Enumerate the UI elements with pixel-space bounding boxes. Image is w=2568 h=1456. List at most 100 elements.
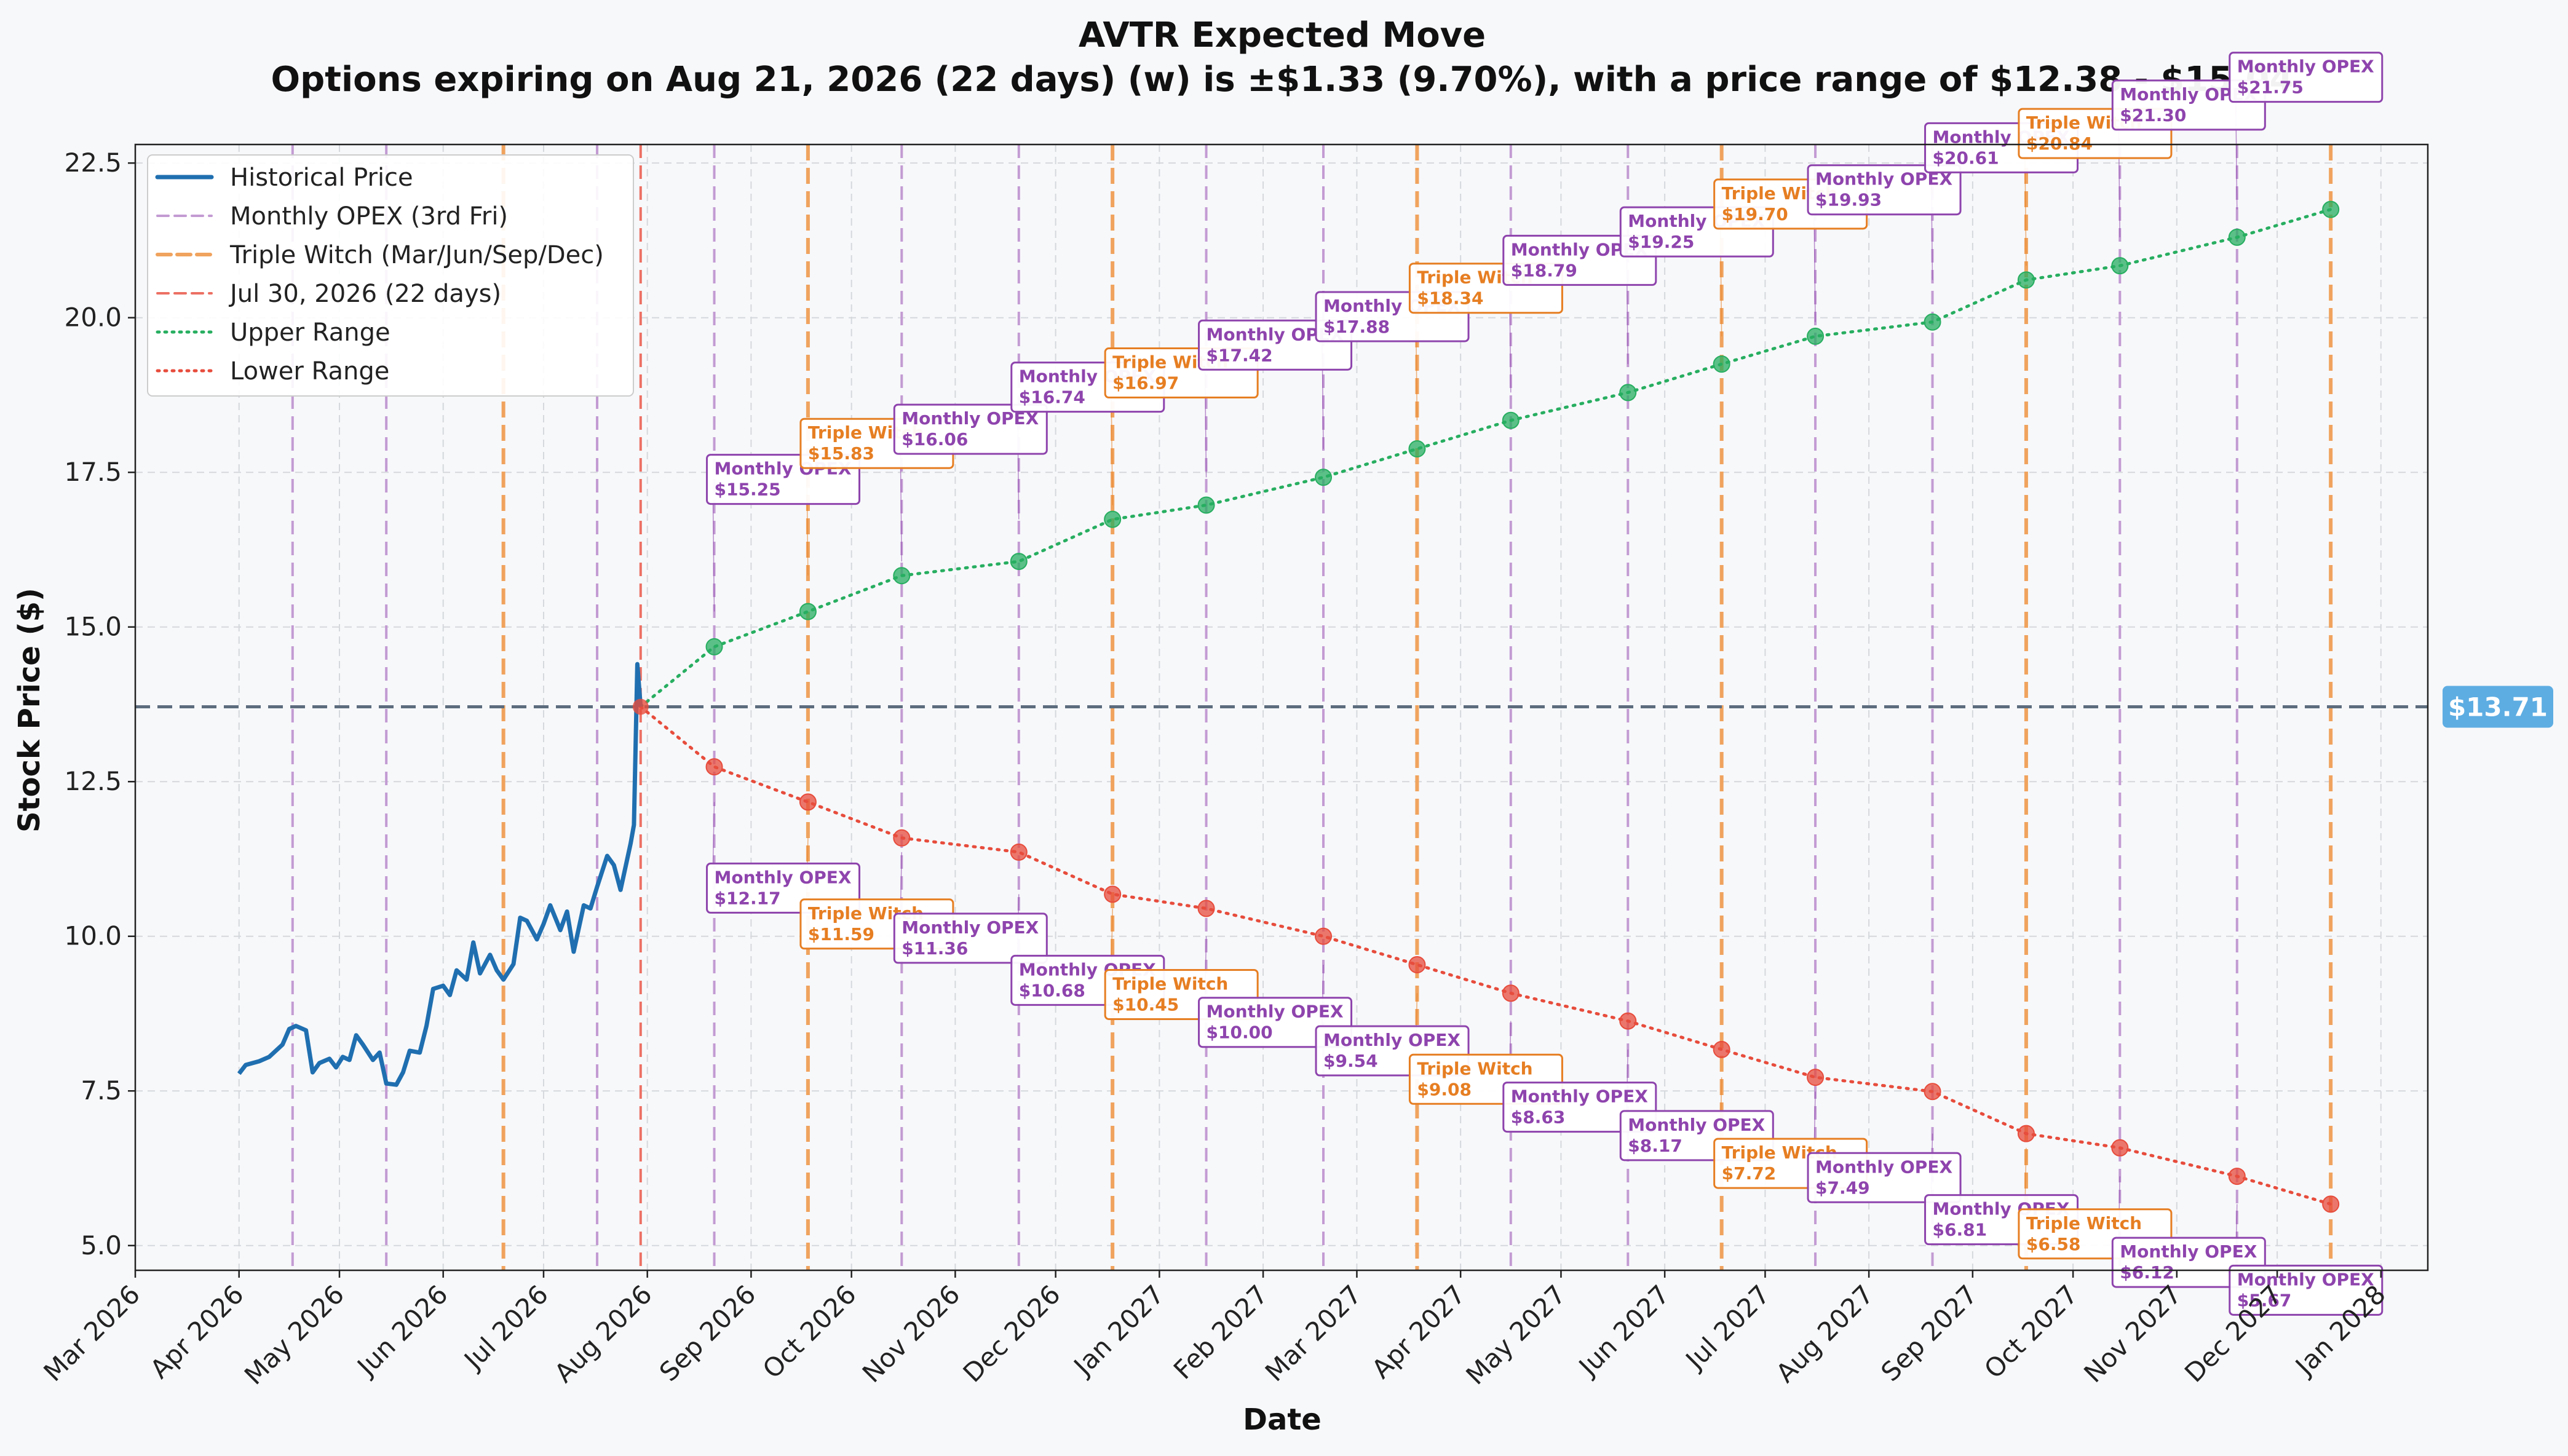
x-axis-label: Date xyxy=(1243,1403,1322,1437)
lower-range-point xyxy=(705,758,723,776)
annotation-value: $16.06 xyxy=(902,429,968,449)
upper-range-point xyxy=(1924,313,1941,331)
monthly-opex-annotation-box xyxy=(2229,52,2384,103)
annotation-title: Monthly OPEX xyxy=(1628,1115,1765,1135)
annotation-value: $8.17 xyxy=(1628,1136,1682,1156)
monthly-opex-annotation-box xyxy=(1198,997,1353,1048)
annotation-leader xyxy=(1111,397,1113,505)
annotation-value: $16.74 xyxy=(1019,387,1085,408)
annotation-value: $12.17 xyxy=(715,888,781,908)
legend: Historical Price Monthly OPEX (3rd Fri) Tr… xyxy=(147,154,634,397)
lower-range-point xyxy=(893,829,911,847)
annotation-value: $15.25 xyxy=(715,480,781,500)
y-tick-label: 20.0 xyxy=(64,303,122,333)
annotation-value: $19.93 xyxy=(1815,190,1882,210)
annotation-value: $9.08 xyxy=(1417,1079,1472,1099)
annotation-value: $11.59 xyxy=(808,924,874,944)
monthly-opex-annotation-box xyxy=(2111,1236,2266,1288)
legend-box xyxy=(147,154,634,397)
annotation-title: Triple Witch xyxy=(2026,1213,2142,1233)
annotation-value: $21.75 xyxy=(2237,77,2304,98)
upper-range-point xyxy=(2228,228,2246,246)
chart-title: AVTR Expected Move xyxy=(1079,15,1486,55)
lower-range-point xyxy=(1010,843,1028,861)
lower-range-point xyxy=(2228,1168,2246,1185)
annotation-value: $19.25 xyxy=(1628,232,1694,252)
annotation-title: Triple Witch xyxy=(1112,973,1228,994)
lower-range-point xyxy=(2017,1125,2035,1142)
annotation-value: $18.34 xyxy=(1417,288,1483,309)
upper-range-point xyxy=(1104,510,1122,528)
y-tick-label: 10.0 xyxy=(64,921,122,951)
lower-range-point xyxy=(1104,885,1122,903)
annotation-title: Monthly OPEX xyxy=(2237,57,2374,77)
legend-label-lower: Lower Range xyxy=(230,357,389,386)
y-tick-label: 15.0 xyxy=(64,612,122,642)
lower-range-point xyxy=(799,793,817,811)
historical-price-line xyxy=(237,662,643,1087)
monthly-opex-annotation-box xyxy=(1502,1082,1657,1133)
lower-range-point xyxy=(1807,1069,1825,1086)
annotation-leader xyxy=(900,454,903,562)
lower-range-line xyxy=(639,705,2332,1206)
legend-label-historical: Historical Price xyxy=(230,164,413,192)
annotation-value: $9.54 xyxy=(1323,1051,1378,1071)
lower-range-point xyxy=(1408,956,1426,974)
upper-range-point xyxy=(705,638,723,655)
y-tick-label: 17.5 xyxy=(64,457,122,487)
annotation-value: $20.61 xyxy=(1933,148,1999,168)
monthly-opex-annotation-box xyxy=(893,912,1048,964)
series-points xyxy=(632,200,2340,1213)
upper-range-point xyxy=(1807,327,1825,345)
upper-range-point xyxy=(2017,271,2035,289)
annotation-value: $17.42 xyxy=(1207,345,1273,365)
annotation-title: Monthly OPEX xyxy=(902,917,1039,938)
annotation-value: $11.36 xyxy=(902,938,968,959)
annotation-value: $16.97 xyxy=(1112,373,1179,394)
annotation-value: $5.67 xyxy=(2237,1290,2292,1310)
annotation-title: Monthly OPEX xyxy=(1815,1157,1952,1177)
lower-range-point xyxy=(1502,984,1520,1002)
legend-label-monthly: Monthly OPEX (3rd Fri) xyxy=(230,202,508,231)
lower-range-point xyxy=(1924,1083,1941,1101)
upper-range-point xyxy=(1619,384,1637,402)
upper-range-point xyxy=(1197,496,1215,514)
annotation-value: $8.63 xyxy=(1511,1107,1566,1128)
annotation-title: Monthly OPEX xyxy=(1511,1086,1648,1107)
annotation-value: $20.84 xyxy=(2026,133,2093,154)
upper-range-point xyxy=(1713,355,1730,373)
annotation-title: Triple Witch xyxy=(1417,1058,1532,1078)
lower-range-point xyxy=(2111,1139,2129,1157)
upper-range-point xyxy=(1408,440,1426,457)
y-axis-label: Stock Price ($) xyxy=(12,588,47,833)
annotation-leader xyxy=(2024,158,2027,266)
upper-range-point xyxy=(2111,257,2129,275)
lower-range-point xyxy=(1315,927,1333,945)
annotation-value: $21.30 xyxy=(2120,105,2186,125)
annotation-title: Monthly OPEX xyxy=(715,867,852,887)
upper-range-point xyxy=(1502,411,1520,429)
current-price-badge: $13.71 xyxy=(2443,686,2553,728)
annotation-value: $10.68 xyxy=(1019,980,1085,1000)
lower-range-point xyxy=(2322,1195,2340,1213)
annotation-title: Monthly OPEX xyxy=(2237,1269,2374,1289)
annotation-leader xyxy=(712,504,715,612)
annotation-value: $7.49 xyxy=(1815,1177,1870,1198)
lower-range-point xyxy=(1713,1040,1730,1058)
upper-range-line xyxy=(639,208,2332,708)
series-lines xyxy=(237,208,2332,1206)
annotation-value: $18.79 xyxy=(1511,260,1577,280)
annotation-value: $10.00 xyxy=(1207,1023,1273,1043)
upper-range-point xyxy=(799,603,817,620)
annotation-value: $10.45 xyxy=(1112,994,1179,1015)
plot-frame xyxy=(134,143,2429,1272)
annotation-value: $6.12 xyxy=(2120,1262,2174,1283)
annotation-value: $7.72 xyxy=(1722,1163,1777,1184)
y-tick-label: 12.5 xyxy=(64,766,122,796)
lower-range-point xyxy=(1619,1012,1637,1030)
annotation-title: Monthly OPEX xyxy=(2120,1241,2257,1262)
annotation-value: $19.70 xyxy=(1722,204,1788,224)
upper-range-point xyxy=(2322,200,2340,218)
annotation-title: Monthly OPEX xyxy=(1207,1002,1344,1022)
annotation-value: $6.81 xyxy=(1933,1220,1987,1240)
